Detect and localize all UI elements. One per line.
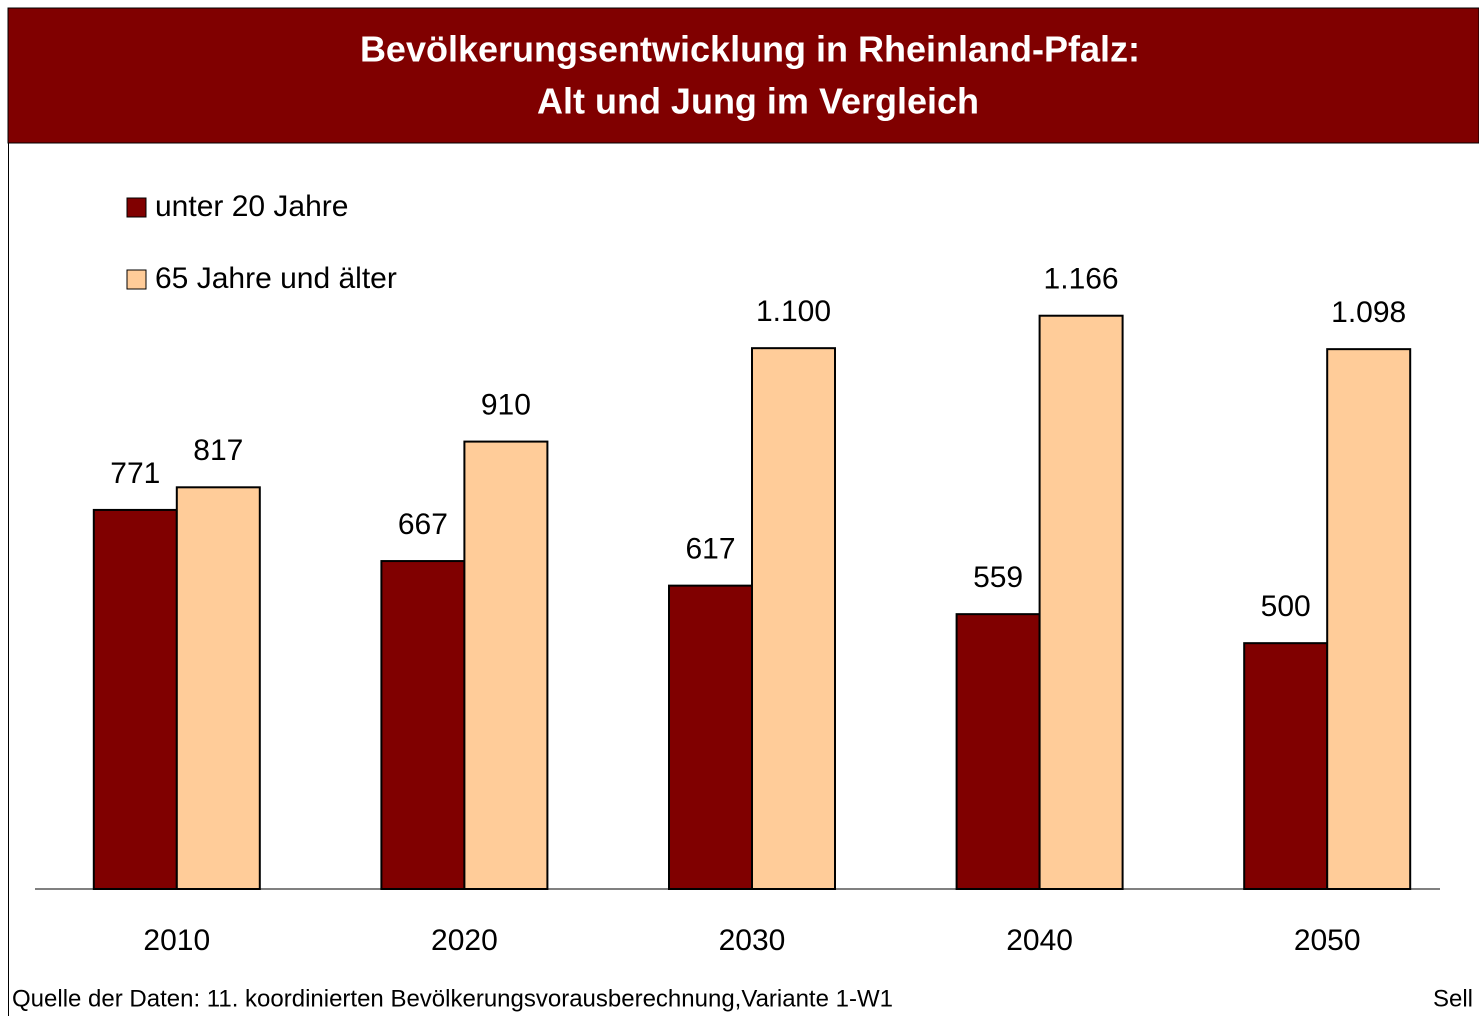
data-label: 771 [110,457,160,490]
data-label: 667 [398,508,448,541]
x-tick-label: 2030 [719,924,786,957]
data-label: 559 [973,561,1023,594]
bar [92,508,178,890]
bar [380,560,466,891]
data-label: 1.166 [1044,263,1119,296]
legend-swatch [126,197,147,218]
chart-title: Bevölkerungsentwicklung in Rheinland-Pfa… [360,29,1140,70]
x-tick-label: 2040 [1006,924,1073,957]
data-label: 500 [1261,590,1311,623]
bar [175,486,261,890]
chart-title: Alt und Jung im Vergleich [537,81,979,122]
legend-swatch [126,269,147,290]
bar [668,584,753,890]
bar [955,613,1041,890]
bar [1243,642,1329,891]
data-label: 817 [193,434,243,467]
bar [463,440,549,890]
x-tick-label: 2020 [431,924,498,957]
bar [1038,314,1124,890]
data-label: 910 [481,389,531,422]
source-note: Quelle der Daten: 11. koordinierten Bevö… [12,985,893,1012]
data-label: 1.098 [1331,296,1406,329]
legend-label: unter 20 Jahre [155,190,348,223]
title-banner [7,7,1479,144]
author: Sell [1433,985,1473,1012]
data-label: 1.100 [756,295,831,328]
x-tick-label: 2010 [143,924,210,957]
bar [1326,348,1412,890]
legend-label: 65 Jahre und älter [155,262,397,295]
x-tick-label: 2050 [1294,924,1361,957]
bar [751,347,836,890]
data-label: 617 [685,533,735,566]
